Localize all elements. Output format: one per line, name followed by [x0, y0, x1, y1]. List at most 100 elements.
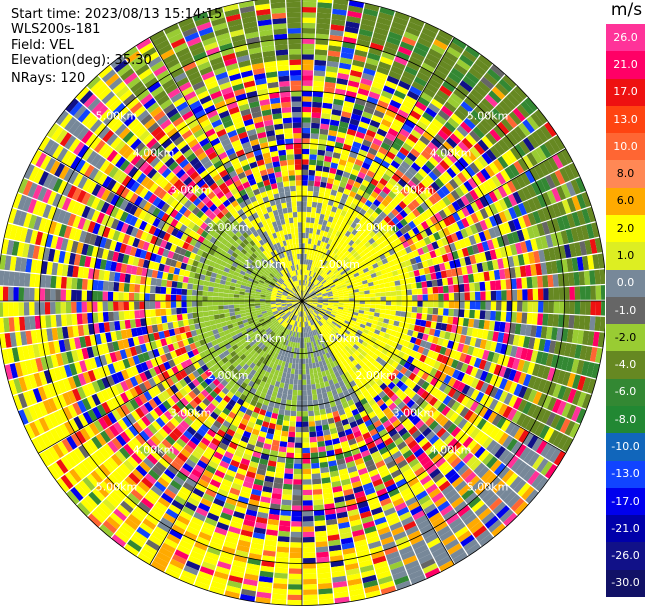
velocity-gate: [302, 264, 304, 270]
velocity-gate: [318, 235, 323, 241]
velocity-gate: [396, 132, 408, 143]
velocity-gate: [414, 255, 422, 264]
velocity-gate: [395, 221, 404, 230]
velocity-gate: [436, 255, 444, 264]
velocity-gate: [540, 177, 551, 192]
velocity-gate: [342, 311, 348, 316]
velocity-gate: [303, 285, 306, 291]
velocity-gate: [405, 335, 412, 342]
velocity-gate: [387, 190, 397, 200]
velocity-gate: [512, 358, 521, 370]
velocity-gate: [351, 283, 358, 288]
velocity-gate: [401, 295, 407, 301]
velocity-gate: [308, 270, 312, 276]
velocity-gate: [427, 294, 434, 301]
velocity-gate: [325, 255, 331, 262]
velocity-gate: [489, 215, 498, 227]
velocity-gate: [517, 301, 523, 312]
velocity-gate: [325, 76, 337, 84]
velocity-gate: [537, 208, 547, 223]
velocity-gate: [544, 140, 556, 156]
velocity-gate: [473, 84, 488, 98]
velocity-gate: [393, 336, 400, 344]
velocity-gate: [461, 266, 468, 275]
velocity-gate: [488, 190, 498, 203]
velocity-gate: [456, 267, 463, 276]
velocity-gate: [315, 541, 328, 548]
velocity-gate: [348, 305, 355, 309]
velocity-gate: [370, 86, 382, 95]
velocity-gate: [324, 314, 330, 318]
velocity-gate: [438, 372, 447, 382]
velocity-gate: [288, 578, 302, 585]
velocity-gate: [426, 280, 433, 288]
velocity-gate: [559, 301, 565, 314]
velocity-gate: [562, 387, 572, 402]
velocity-gate: [427, 406, 437, 417]
velocity-gate: [497, 466, 511, 480]
velocity-gate: [433, 293, 439, 301]
velocity-gate: [302, 59, 314, 65]
velocity-gate: [425, 53, 441, 64]
velocity-gate: [311, 294, 317, 298]
velocity-gate: [542, 380, 552, 394]
velocity-gate: [398, 321, 405, 328]
velocity-gate: [547, 274, 554, 288]
velocity-gate: [308, 276, 312, 282]
velocity-gate: [458, 238, 467, 249]
velocity-gate: [346, 269, 352, 275]
velocity-gate: [517, 359, 526, 372]
velocity-gate: [462, 452, 474, 464]
velocity-gate: [361, 264, 368, 270]
velocity-gate: [285, 462, 294, 469]
velocity-gate: [446, 167, 457, 179]
velocity-gate: [509, 424, 521, 438]
velocity-gate: [362, 283, 369, 288]
velocity-gate: [420, 363, 429, 372]
velocity-gate: [375, 71, 388, 81]
velocity-gate: [307, 299, 313, 301]
velocity-gate: [575, 226, 585, 241]
velocity-gate: [302, 426, 309, 433]
velocity-gate: [308, 358, 312, 364]
velocity-gate: [280, 435, 288, 442]
velocity-gate: [355, 341, 362, 347]
velocity-gate: [323, 193, 331, 200]
velocity-gate: [319, 461, 329, 468]
velocity-gate: [325, 249, 331, 256]
velocity-gate: [323, 214, 330, 221]
velocity-gate: [387, 220, 396, 228]
velocity-gate: [352, 198, 360, 206]
velocity-gate: [462, 153, 473, 165]
velocity-gate: [417, 182, 427, 192]
velocity-gate: [501, 234, 510, 246]
velocity-gate: [383, 46, 397, 56]
velocity-gate: [368, 255, 375, 262]
velocity-gate: [302, 416, 309, 422]
velocity-gate: [305, 363, 310, 370]
velocity-gate: [556, 185, 567, 201]
velocity-gate: [403, 272, 410, 279]
velocity-gate: [320, 387, 327, 394]
velocity-gate: [329, 272, 335, 278]
velocity-gate: [341, 248, 348, 254]
velocity-gate: [347, 272, 354, 277]
velocity-gate: [455, 403, 465, 415]
velocity-gate: [347, 226, 355, 233]
velocity-gate: [396, 151, 407, 161]
velocity-gate: [333, 0, 349, 6]
velocity-gate: [309, 290, 315, 295]
velocity-gate: [372, 343, 380, 350]
velocity-gate: [306, 280, 309, 286]
velocity-gate: [318, 284, 324, 289]
velocity-gate: [345, 243, 351, 251]
velocity-gate: [288, 362, 293, 369]
velocity-gate: [578, 315, 586, 330]
velocity-gate: [279, 441, 288, 448]
velocity-gate: [480, 291, 486, 301]
velocity-gate: [315, 33, 329, 40]
velocity-gate: [335, 230, 342, 238]
velocity-gate: [426, 314, 433, 321]
velocity-gate: [574, 242, 582, 257]
velocity-gate: [474, 338, 482, 348]
